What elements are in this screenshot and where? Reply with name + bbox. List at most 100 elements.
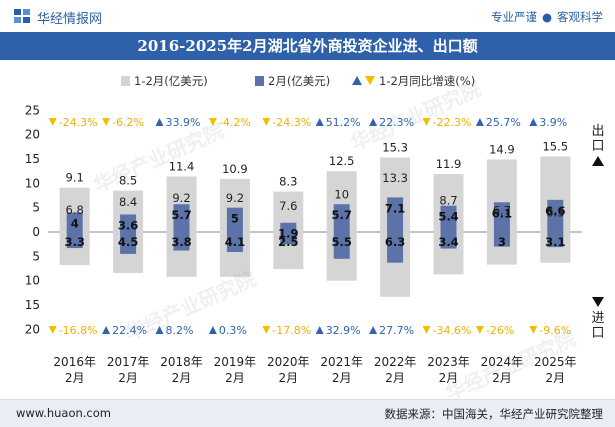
y-tick-label: 5	[32, 201, 40, 215]
import-monthly-bar	[120, 232, 137, 254]
export-growth-down-icon	[208, 118, 217, 126]
import-monthly-label: 3	[498, 235, 506, 249]
export-growth-up-icon	[315, 118, 324, 126]
export-cumulative-label: 15.5	[542, 140, 568, 154]
x-tick-label: 2021年	[320, 355, 363, 369]
x-tick-label: 2月	[492, 371, 512, 385]
x-tick-label: 2016年	[53, 355, 96, 369]
x-tick-label: 2月	[65, 371, 85, 385]
export-growth-label: 22.3%	[379, 116, 414, 129]
export-monthly-bar	[333, 204, 350, 232]
slogan-right: 客观科学	[557, 10, 603, 24]
export-monthly-label: 5.7	[332, 208, 352, 222]
import-monthly-bar	[547, 232, 564, 248]
footer: www.huaon.com 数据来源：中国海关，华经产业研究院整理	[0, 399, 615, 427]
export-growth-down-icon	[422, 118, 431, 126]
x-tick-label: 2月	[545, 371, 565, 385]
export-monthly-label: 5.7	[171, 208, 191, 222]
legend-growth-up-icon	[352, 76, 362, 85]
export-growth-down-icon	[262, 118, 271, 126]
export-growth-down-icon	[48, 118, 57, 126]
huajing-logo-icon	[14, 9, 30, 23]
export-cumulative-label: 14.9	[489, 142, 515, 156]
x-tick-label: 2019年	[214, 355, 257, 369]
export-growth-label: 3.9%	[539, 116, 567, 129]
x-tick-label: 2月	[225, 371, 245, 385]
export-monthly-label: 5	[231, 212, 239, 226]
export-growth-down-icon	[102, 118, 111, 126]
import-monthly-label: 2.5	[278, 235, 298, 249]
export-growth-up-icon	[155, 118, 164, 126]
import-growth-up-icon	[102, 326, 111, 334]
footer-source: 数据来源：中国海关，华经产业研究院整理	[384, 407, 604, 421]
import-monthly-bar	[226, 232, 243, 252]
x-tick-label: 2025年	[534, 355, 577, 369]
import-arrow-icon	[592, 297, 604, 307]
export-monthly-bar	[66, 212, 83, 232]
import-cumulative-label: 8.7	[439, 194, 457, 208]
export-cumulative-label: 11.9	[436, 157, 462, 171]
export-monthly-label: 3.6	[118, 218, 138, 232]
export-arrow-icon	[592, 156, 604, 166]
import-growth-down-icon	[422, 326, 431, 334]
import-monthly-label: 4.1	[225, 235, 245, 249]
y-tick-label: 15	[25, 298, 40, 312]
import-cumulative-label: 10	[334, 187, 349, 201]
import-monthly-bar	[387, 232, 404, 263]
import-growth-label: -16.8%	[59, 324, 98, 337]
import-growth-label: 27.7%	[379, 324, 414, 337]
import-monthly-label: 3.1	[545, 235, 565, 249]
import-cumulative-label: 6.3	[546, 205, 564, 219]
import-cumulative-label: 6.8	[66, 203, 84, 217]
y-tick-label: 20	[25, 128, 40, 142]
chart-title: 2016-2025年2月湖北省外商投资企业进、出口额	[0, 32, 615, 60]
legend-cumulative-label: 1-2月(亿美元)	[134, 74, 208, 88]
slogan: 专业严谨 ● 客观科学	[491, 9, 603, 25]
x-tick-label: 2022年	[374, 355, 417, 369]
slogan-left: 专业严谨	[490, 10, 537, 24]
x-tick-label: 2024年	[481, 355, 524, 369]
legend-growth-label: 1-2月同比增速(%)	[379, 74, 475, 88]
side-label-import: 进	[591, 311, 604, 326]
x-tick-label: 2月	[439, 371, 459, 385]
x-tick-label: 2月	[332, 371, 352, 385]
export-monthly-label: 5.4	[438, 210, 458, 224]
import-monthly-label: 3.3	[65, 235, 85, 249]
import-growth-label: 0.3%	[219, 324, 247, 337]
export-cumulative-label: 12.5	[329, 154, 355, 168]
x-tick-label: 2月	[118, 371, 138, 385]
legend-cumulative-swatch	[121, 76, 130, 86]
export-growth-label: 33.9%	[166, 116, 201, 129]
import-cumulative-label: 9.2	[172, 191, 190, 205]
import-growth-label: 22.4%	[112, 324, 147, 337]
import-growth-down-icon	[262, 326, 271, 334]
export-growth-label: 25.7%	[486, 116, 521, 129]
export-cumulative-label: 8.5	[119, 174, 137, 188]
import-growth-label: -26%	[486, 324, 514, 337]
export-cumulative-label: 11.4	[169, 159, 195, 173]
export-monthly-bar	[173, 204, 190, 232]
import-growth-down-icon	[475, 326, 484, 334]
export-growth-up-icon	[369, 118, 378, 126]
y-tick-label: 5	[32, 249, 40, 263]
export-monthly-bar	[120, 214, 137, 232]
y-tick-label: 10	[25, 176, 40, 190]
side-label-export: 口	[591, 139, 604, 154]
side-label-import: 口	[591, 326, 604, 341]
x-tick-label: 2023年	[427, 355, 470, 369]
export-monthly-label: 7.1	[385, 201, 405, 215]
import-monthly-bar	[280, 232, 297, 245]
export-monthly-bar	[387, 197, 404, 232]
x-tick-label: 2017年	[107, 355, 150, 369]
export-growth-up-icon	[475, 118, 484, 126]
export-monthly-label: 1.9	[278, 227, 298, 241]
slogan-separator: ●	[541, 10, 552, 24]
y-tick-label: 0	[32, 225, 40, 239]
y-tick-label: 10	[25, 274, 40, 288]
export-monthly-bar	[226, 207, 243, 232]
export-growth-label: 51.2%	[326, 116, 361, 129]
import-monthly-label: 5.5	[332, 235, 352, 249]
export-growth-up-icon	[529, 118, 538, 126]
y-tick-label: 15	[25, 152, 40, 166]
x-tick-label: 2月	[278, 371, 298, 385]
